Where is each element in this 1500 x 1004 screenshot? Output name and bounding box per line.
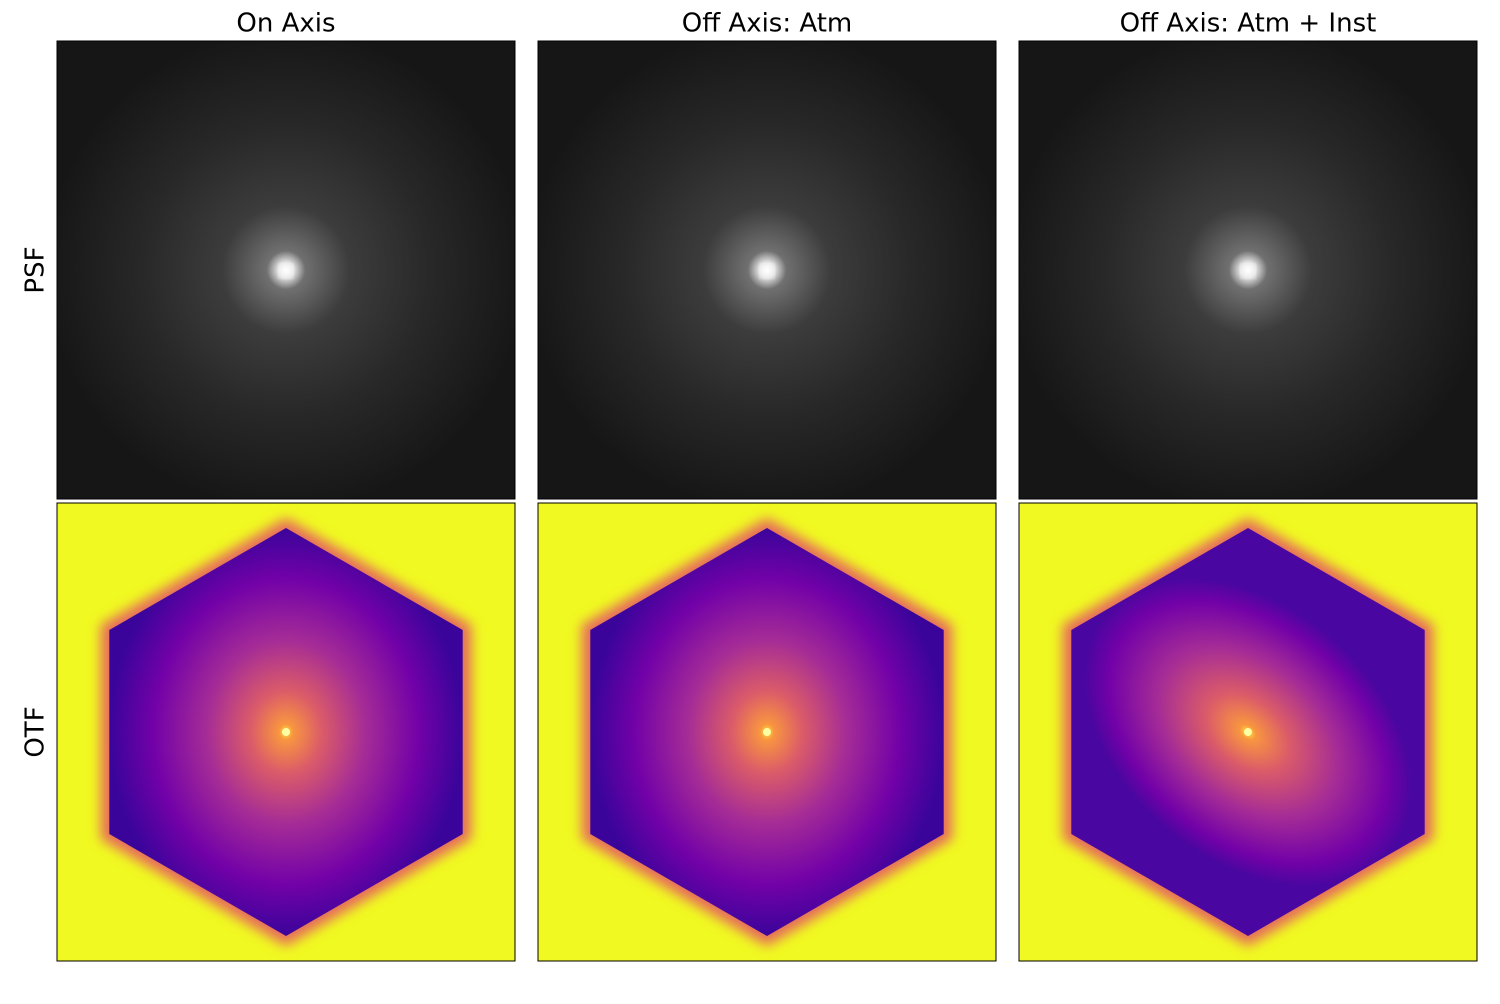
psf-peak [279, 264, 293, 278]
otf-panel [537, 502, 997, 962]
panel-frame [537, 502, 997, 962]
otf-peak [1244, 728, 1252, 736]
panel-frame [537, 40, 997, 500]
psf-peak [1241, 264, 1255, 278]
column-title: Off Axis: Atm [682, 9, 852, 39]
otf-peak [282, 728, 290, 736]
panel-frame [1018, 502, 1478, 962]
column-title: Off Axis: Atm + Inst [1120, 9, 1377, 39]
psf-panel [1018, 40, 1478, 500]
column-title: On Axis [236, 9, 335, 39]
otf-panel [56, 502, 516, 962]
psf-panel [56, 40, 516, 500]
row-label: PSF [21, 246, 51, 293]
psf-peak [760, 264, 774, 278]
row-label: OTF [21, 706, 51, 757]
panel-frame [56, 502, 516, 962]
otf-panel [1018, 502, 1478, 962]
otf-peak [763, 728, 771, 736]
panel-frame [56, 40, 516, 500]
panel-frame [1018, 40, 1478, 500]
psf-panel [537, 40, 997, 500]
